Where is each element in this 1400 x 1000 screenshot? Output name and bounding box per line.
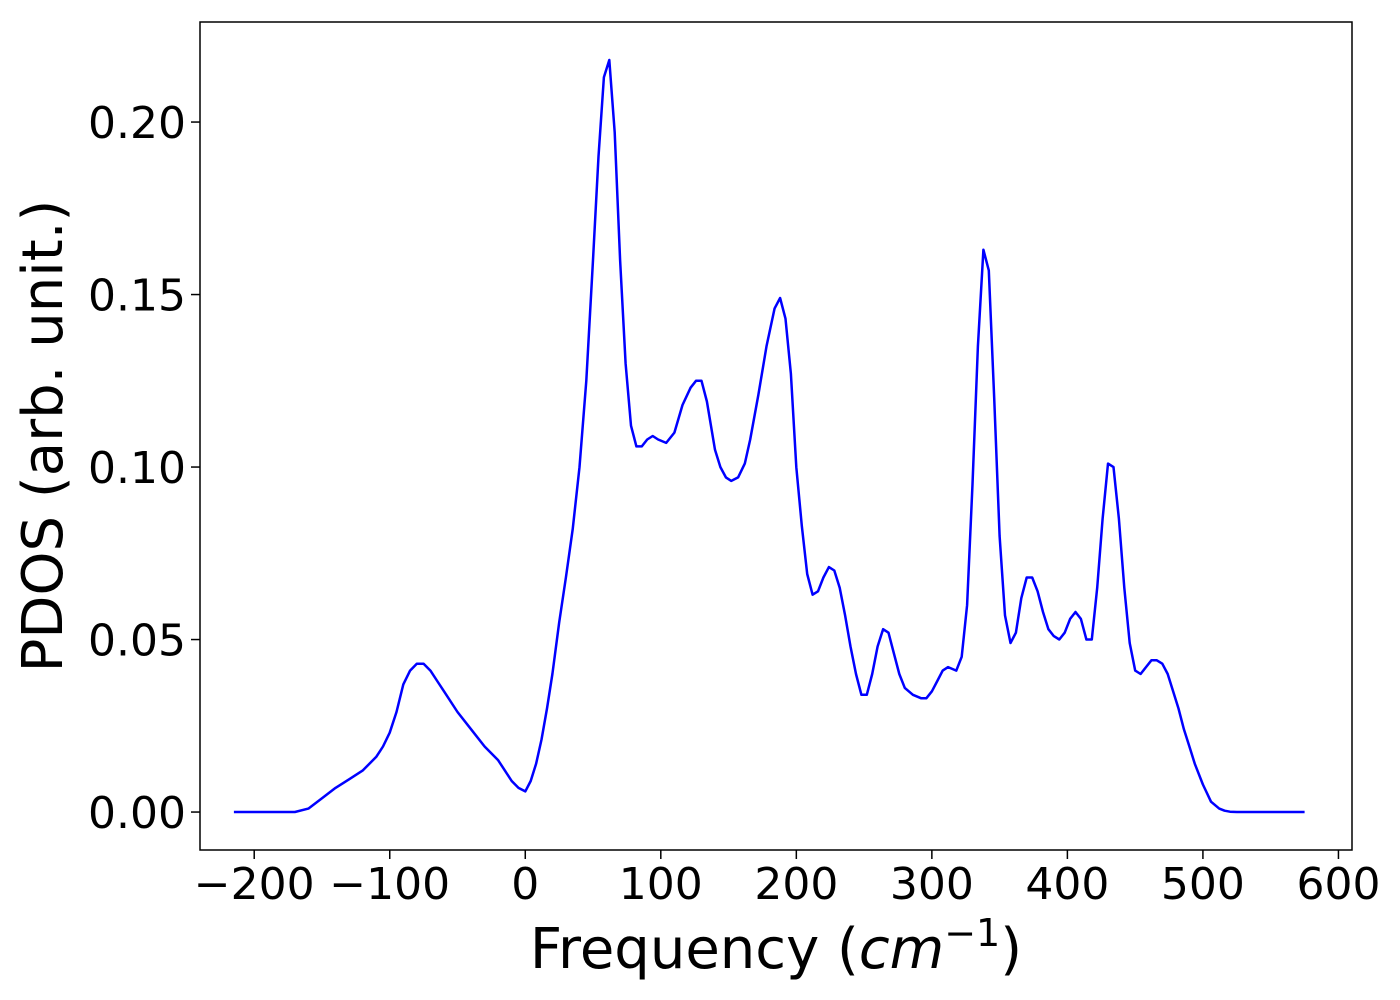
- y-axis-label: PDOS (arb. unit.): [11, 200, 76, 673]
- y-tick-label: 0.20: [88, 98, 186, 149]
- x-axis-label: Frequency (cm−1): [530, 911, 1022, 982]
- y-tick-label: 0.05: [88, 616, 186, 667]
- x-axis: −200 −100 0 100 200 300 400 500 600: [194, 850, 1380, 910]
- x-tick-label: −200: [194, 859, 315, 910]
- axes-frame: [199, 21, 1353, 851]
- plot-area: [233, 58, 1305, 814]
- x-tick-label: −100: [329, 859, 450, 910]
- x-tick-label: 300: [890, 859, 974, 910]
- x-tick-label: 200: [754, 859, 838, 910]
- x-tick-label: 100: [619, 859, 703, 910]
- y-tick-label: 0.00: [88, 788, 186, 839]
- x-tick-label: 500: [1161, 859, 1245, 910]
- series-line-1: [233, 58, 1305, 814]
- y-tick-label: 0.10: [88, 443, 186, 494]
- x-tick-label: 0: [511, 859, 539, 910]
- y-axis: 0.00 0.05 0.10 0.15 0.20: [88, 98, 200, 839]
- x-tick-label: 400: [1025, 859, 1109, 910]
- x-tick-label: 600: [1296, 859, 1380, 910]
- y-tick-label: 0.15: [88, 271, 186, 322]
